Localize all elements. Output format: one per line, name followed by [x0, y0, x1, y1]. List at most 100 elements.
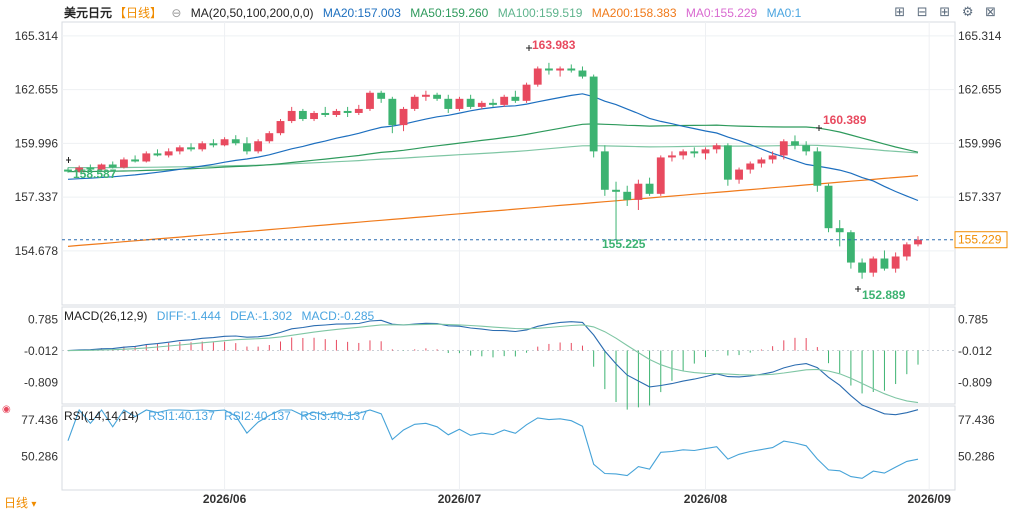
candle-body: [869, 258, 878, 273]
chevron-down-icon: ▾: [31, 499, 37, 510]
close-icon[interactable]: ⊠: [985, 4, 996, 19]
candle-body: [187, 147, 195, 150]
candle-body: [276, 121, 285, 134]
chart-toolbar: ⊞ ⊟ ⊞ ⚙ ⊠: [886, 4, 996, 20]
candle-body: [298, 110, 307, 120]
high-annotation-b: 160.389: [823, 113, 867, 127]
minus-square-icon[interactable]: ⊟: [916, 4, 928, 19]
candle-body: [354, 108, 363, 113]
rsi-label[interactable]: RSI(14,14,14): [64, 409, 139, 423]
macd-diff-line: [67, 319, 919, 416]
main-y-tick-left: 159.996: [15, 136, 59, 150]
high-marker-b: [816, 125, 822, 131]
ma20-value: MA20:157.003: [322, 6, 401, 20]
candle-body: [824, 185, 833, 229]
candle-body: [511, 96, 520, 101]
candle-body: [779, 141, 788, 156]
macd-label[interactable]: MACD(26,12,9): [64, 309, 148, 323]
macd-y-tick-right: -0.012: [958, 344, 992, 358]
macd-hist-value: MACD:-0.285: [301, 309, 375, 323]
ma100-line: [68, 144, 919, 169]
rsi-y-tick-left: 50.286: [21, 449, 58, 463]
panel-frame-2: [61, 405, 956, 491]
candle-body: [477, 102, 486, 107]
candle-body: [522, 84, 531, 101]
macd-y-tick-left: -0.012: [24, 344, 58, 358]
macd-y-tick-right: 0.785: [958, 312, 988, 326]
candle-body: [198, 143, 207, 150]
main-y-tick-left: 162.655: [15, 83, 59, 97]
candle-body: [97, 164, 106, 170]
main-y-tick-right: 165.314: [958, 29, 1002, 43]
candle-body: [578, 70, 587, 77]
rsi-y-tick-left: 77.436: [21, 413, 58, 427]
ma200-line: [67, 175, 919, 247]
rsi1-value: RSI1:40.137: [148, 409, 215, 423]
x-axis-label: 2026/06: [203, 492, 247, 506]
footer-period-tab[interactable]: 日线 ▾: [4, 494, 36, 511]
candle-body: [880, 258, 889, 269]
candle-body: [433, 94, 441, 99]
candle-body: [164, 151, 173, 156]
candle-body: [321, 112, 330, 115]
candle-body: [64, 169, 72, 172]
ma-label[interactable]: MA(20,50,100,200,0,0): [190, 6, 314, 20]
candle-body: [701, 149, 710, 154]
candle-body: [668, 155, 676, 158]
candle-body: [533, 68, 542, 85]
macd-y-tick-right: -0.809: [958, 376, 992, 390]
low-marker-b: [855, 286, 861, 292]
candle-body: [723, 145, 732, 180]
candle-body: [75, 167, 84, 172]
candle-body: [735, 169, 743, 180]
candle-body: [690, 151, 699, 154]
main-y-tick-left: 157.337: [15, 190, 59, 204]
candle-body: [310, 112, 318, 120]
candle-body: [287, 110, 296, 122]
rsi-legend: RSI(14,14,14) RSI1:40.137 RSI2:40.137 RS…: [64, 409, 373, 423]
main-y-tick-right: 157.337: [958, 190, 1002, 204]
ma200-value: MA200:158.383: [591, 6, 677, 20]
x-axis-label: 2026/09: [907, 492, 951, 506]
period-label[interactable]: 【日线】: [114, 6, 163, 20]
candle-body: [343, 110, 352, 113]
main-y-tick-left: 154.678: [15, 244, 59, 258]
candle-body: [567, 68, 576, 71]
macd-dea-value: DEA:-1.302: [230, 309, 293, 323]
candle-body: [600, 151, 609, 190]
macd-legend: MACD(26,12,9) DIFF:-1.444 DEA:-1.302 MAC…: [64, 309, 380, 323]
rsi-toggle-icon[interactable]: ◉: [2, 404, 11, 415]
plus-square-icon[interactable]: ⊞: [939, 4, 951, 19]
settings-icon[interactable]: ⚙: [961, 4, 974, 19]
main-y-tick-right: 159.996: [958, 136, 1002, 150]
footer-period-label: 日线: [4, 496, 29, 510]
candle-body: [500, 96, 509, 105]
macd-diff-value: DIFF:-1.444: [156, 309, 221, 323]
grid-icon[interactable]: ⊞: [894, 4, 906, 19]
main-legend: 美元日元 【日线】 ⊖ MA(20,50,100,200,0,0) MA20:15…: [64, 6, 807, 20]
high-marker: [526, 45, 532, 51]
candle-body: [265, 133, 274, 142]
candle-body: [768, 155, 777, 160]
candle-body: [556, 68, 565, 71]
macd-y-tick-left: 0.785: [28, 312, 58, 326]
main-y-tick-right: 162.655: [958, 83, 1002, 97]
candle-body: [914, 239, 922, 245]
ma-settings-icon[interactable]: ⊖: [171, 6, 182, 20]
candle-body: [466, 98, 475, 107]
candle-body: [332, 110, 341, 115]
candle-body: [254, 141, 263, 152]
panel-frame-1: [61, 306, 956, 405]
rsi-line: [67, 408, 919, 479]
candle-body: [231, 139, 240, 144]
low-annotation-b: 152.889: [862, 288, 906, 302]
candle-body: [645, 183, 654, 194]
candle-body: [388, 98, 397, 126]
candle-body: [243, 143, 251, 152]
candle-body: [634, 183, 643, 200]
candle-body: [791, 141, 799, 146]
candle-body: [802, 145, 811, 152]
start-annotation: 158.587: [73, 167, 117, 181]
